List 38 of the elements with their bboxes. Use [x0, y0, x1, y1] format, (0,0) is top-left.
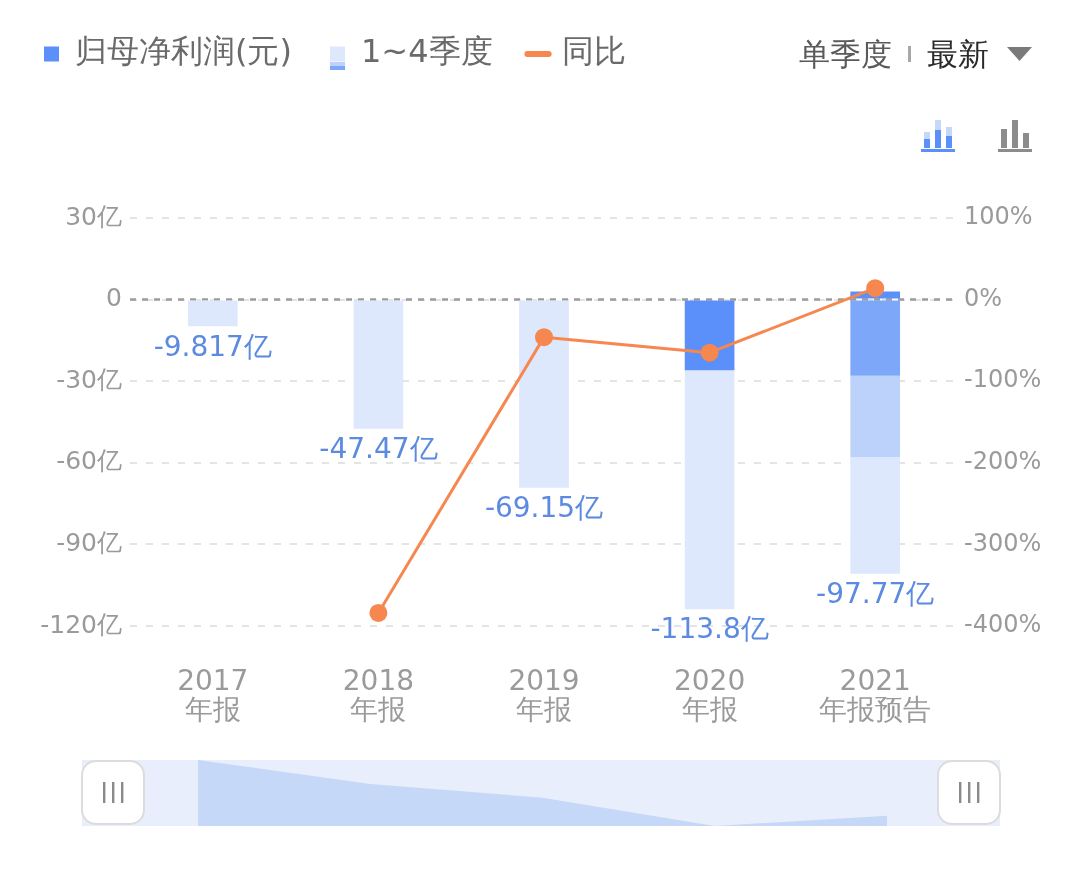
x-tick-label: 2017 年报	[177, 663, 249, 727]
x-tick-label: 2021 年报预告	[819, 663, 932, 727]
bar	[850, 300, 901, 376]
point	[535, 328, 553, 347]
legend-label: 归母净利润(元)	[75, 32, 292, 71]
total-label: -97.77亿	[816, 576, 935, 610]
y2-tick-label: -200%	[964, 447, 1042, 476]
y-tick-label: -120亿	[40, 609, 122, 639]
point	[369, 603, 388, 622]
y-tick-label: -60亿	[56, 446, 122, 476]
point	[866, 279, 885, 298]
bar	[850, 457, 901, 574]
total-label: -113.8亿	[650, 612, 769, 646]
bar	[353, 300, 404, 429]
text: 最新	[927, 35, 989, 74]
legend-label: 同比	[561, 32, 626, 71]
y2-tick-label: 0%	[964, 283, 1003, 312]
y2-tick-label: 100%	[964, 202, 1033, 231]
y-tick-label: 0	[106, 283, 122, 313]
total-label: -69.15亿	[484, 490, 604, 524]
total-label: -47.47亿	[319, 432, 438, 465]
legend-label: 1~4季度	[360, 32, 493, 71]
y2-tick-label: -300%	[964, 528, 1042, 557]
bar	[187, 300, 238, 327]
y-tick-label: 30亿	[65, 201, 122, 231]
y2-tick-label: -400%	[964, 610, 1042, 639]
y-tick-label: -90亿	[56, 527, 122, 557]
y2-tick-label: -100%	[964, 365, 1042, 394]
y-tick-label: -30亿	[56, 364, 122, 394]
point	[700, 343, 719, 362]
text: 单季度	[799, 35, 892, 74]
bar	[850, 375, 901, 458]
total-label: -9.817亿	[153, 329, 272, 363]
x-tick-label: 2018 年报	[342, 663, 415, 727]
x-tick-label: 2019 年报	[508, 663, 580, 727]
bar	[684, 370, 735, 610]
x-tick-label: 2020 年报	[673, 663, 746, 727]
bar	[519, 300, 569, 488]
